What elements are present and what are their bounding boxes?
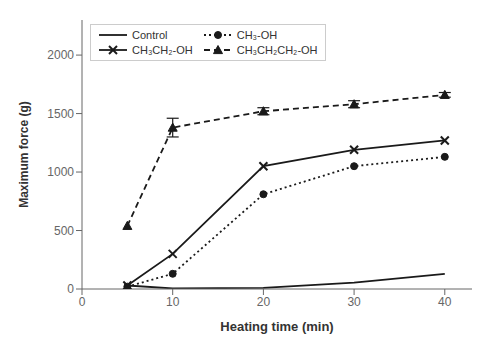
svg-text:40: 40 [438,295,452,309]
svg-text:0: 0 [79,295,86,309]
svg-text:Heating time (min): Heating time (min) [220,319,333,334]
html-text:CH₃-OH: CH₃-OH [236,29,278,41]
html-text:CH₃CH₂CH₂-OH: CH₃CH₂CH₂-OH [236,44,318,56]
svg-text:30: 30 [347,295,361,309]
svg-text:1500: 1500 [47,107,74,121]
svg-text:0: 0 [67,282,74,296]
html-text:Control: Control [132,29,168,41]
html-text:CH₃CH₂-OH: CH₃CH₂-OH [132,44,193,56]
svg-text:10: 10 [166,295,180,309]
svg-text:20: 20 [257,295,271,309]
svg-text:2000: 2000 [47,48,74,62]
svg-text:500: 500 [54,224,74,238]
svg-text:Maximum force (g): Maximum force (g) [17,101,31,208]
svg-text:1000: 1000 [47,165,74,179]
